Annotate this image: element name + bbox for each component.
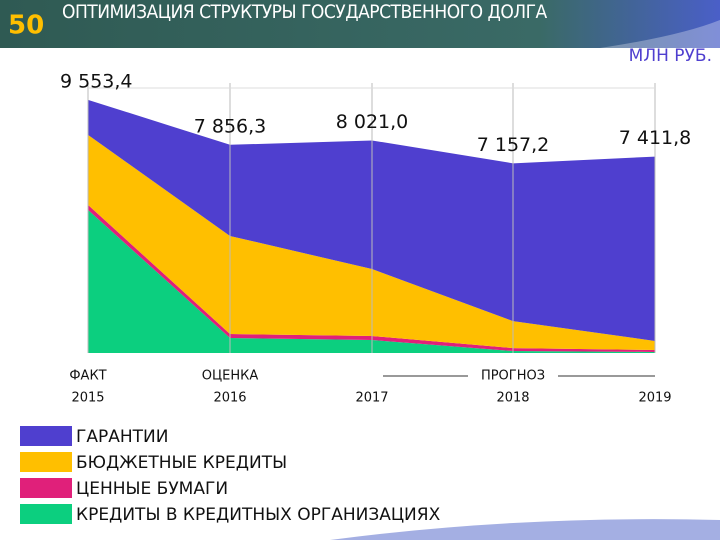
footer-swoosh xyxy=(330,519,720,540)
period-label: ПРОГНОЗ xyxy=(481,369,545,384)
legend-label: КРЕДИТЫ В КРЕДИТНЫХ ОРГАНИЗАЦИЯХ xyxy=(76,505,441,525)
total-label: 7 411,8 xyxy=(619,127,692,149)
legend-label: ЦЕННЫЕ БУМАГИ xyxy=(76,479,228,499)
legend-swatch xyxy=(20,426,72,446)
legend-swatch xyxy=(20,478,72,498)
page-number: 50 xyxy=(8,11,44,41)
legend-swatch xyxy=(20,504,72,524)
legend-label: ГАРАНТИИ xyxy=(76,427,168,447)
x-tick-label: 2018 xyxy=(496,391,529,406)
legend-swatch xyxy=(20,452,72,472)
period-label: ФАКТ xyxy=(69,369,106,384)
chart-title: ОПТИМИЗАЦИЯ СТРУКТУРЫ ГОСУДАРСТВЕННОГО Д… xyxy=(62,2,547,23)
legend: КРЕДИТЫ В КРЕДИТНЫХ ОРГАНИЗАЦИЯХ ЦЕННЫЕ Б… xyxy=(20,426,441,525)
x-tick-label: 2015 xyxy=(71,391,104,406)
x-tick-label: 2016 xyxy=(213,391,246,406)
total-label: 9 553,4 xyxy=(60,70,133,92)
total-label: 8 021,0 xyxy=(336,111,409,133)
x-tick-label: 2017 xyxy=(355,391,388,406)
plot: 9 553,4 7 856,3 8 021,0 7 157,2 7 411,8 2015 Ф… xyxy=(60,70,691,405)
header-band xyxy=(0,0,720,48)
x-tick-label: 2019 xyxy=(638,391,671,406)
total-label: 7 157,2 xyxy=(477,134,550,156)
unit-label: МЛН РУБ. xyxy=(629,46,712,66)
legend-label: БЮДЖЕТНЫЕ КРЕДИТЫ xyxy=(76,453,287,473)
title-box: ОПТИМИЗАЦИЯ СТРУКТУРЫ ГОСУДАРСТВЕННОГО Д… xyxy=(62,2,547,23)
area xyxy=(88,209,655,353)
period-label: ОЦЕНКА xyxy=(202,369,259,384)
total-label: 7 856,3 xyxy=(194,115,267,137)
header-swoosh xyxy=(600,20,720,48)
